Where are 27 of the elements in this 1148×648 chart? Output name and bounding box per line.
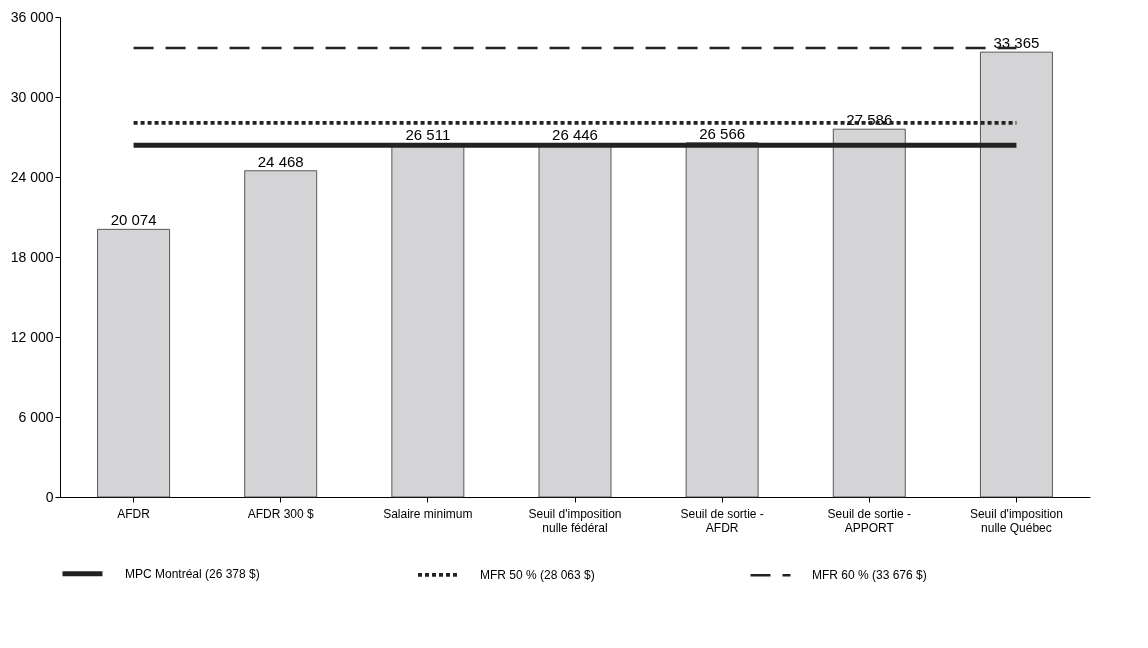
y-tick-label: 18 000: [10, 248, 54, 265]
bar: [980, 51, 1053, 498]
x-tick-label: AFDR 300 $: [247, 506, 315, 521]
y-tick-label: 12 000: [10, 328, 54, 345]
x-tick-label: Seuil de sortie - AFDR: [680, 506, 764, 535]
data-label: 20 074: [110, 211, 157, 229]
data-label: 26 566: [699, 124, 746, 142]
x-tick-label: Seuil d'imposition nulle fédéral: [528, 506, 622, 535]
y-tick-label: 6 000: [18, 408, 54, 425]
y-tick-label: 36 000: [10, 8, 54, 25]
x-tick-label: Seuil d'imposition nulle Québec: [969, 506, 1063, 535]
legend-label: MFR 60 % (33 676 $): [812, 568, 927, 583]
bar: [244, 170, 318, 498]
data-label: 26 446: [552, 126, 598, 144]
x-tick-label: Salaire minimum: [383, 506, 473, 521]
data-label: 26 511: [405, 125, 451, 143]
legend-label: MPC Montréal (26 378 $): [125, 566, 260, 581]
data-label: 24 468: [257, 152, 304, 170]
y-tick-label: 0: [45, 488, 54, 505]
y-tick-label: 24 000: [10, 168, 54, 185]
y-tick-label: 30 000: [10, 88, 54, 105]
bar: [97, 228, 170, 498]
bar: [685, 142, 759, 498]
x-tick-label: AFDR: [117, 506, 151, 521]
bar: [832, 128, 906, 498]
legend-label: MFR 50 % (28 063 $): [480, 567, 595, 582]
x-tick-label: Seuil de sortie - APPORT: [827, 506, 911, 535]
